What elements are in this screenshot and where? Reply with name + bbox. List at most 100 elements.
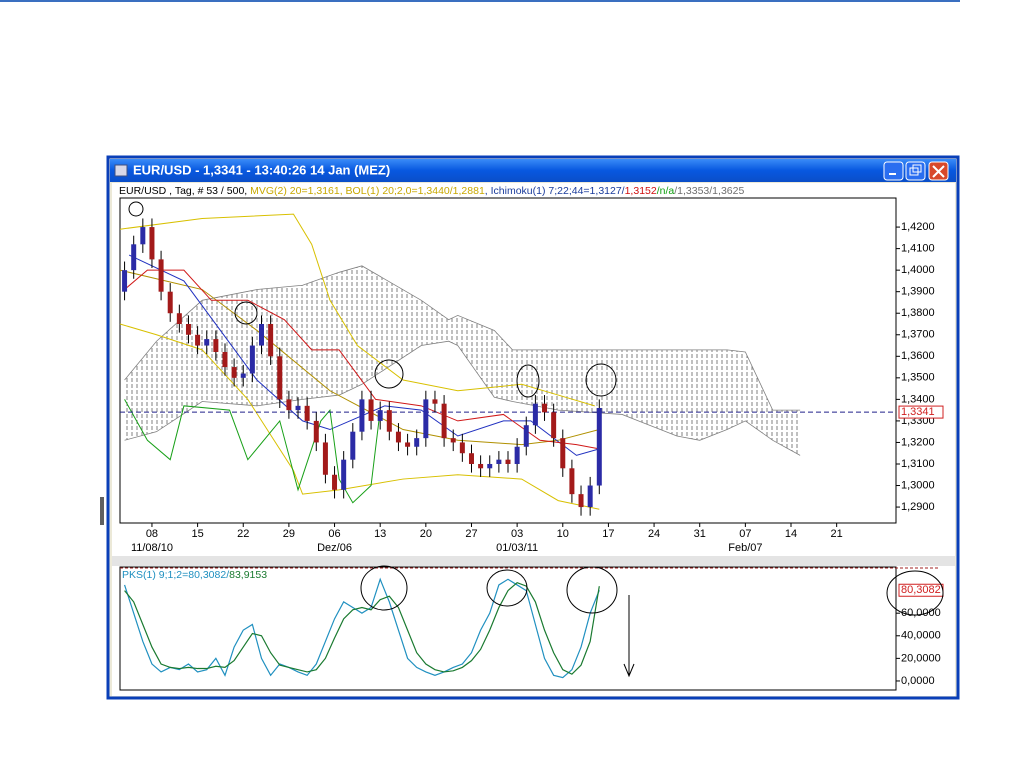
x-major-label: 11/08/10 — [131, 542, 173, 554]
y-tick-label: 1,4000 — [901, 264, 935, 276]
last-value-label: 80,3082 — [901, 584, 941, 596]
last-price-label: 1,3341 — [901, 406, 935, 418]
candle-body — [450, 438, 456, 443]
y-tick-label: 1,3600 — [901, 350, 935, 362]
header-part: 83,9153 — [229, 569, 267, 581]
y-tick-label: 40,0000 — [901, 630, 941, 642]
candle-body — [122, 270, 128, 292]
candle-body — [596, 407, 602, 486]
indicator-line — [119, 213, 595, 407]
candle-body — [523, 425, 529, 447]
candle-body — [140, 227, 146, 245]
oscillator-line — [123, 577, 600, 679]
candle-body — [478, 463, 484, 469]
header-part: , Ichimoku(1) 7;22;44=1,3127/ — [485, 185, 625, 197]
oscillator-header: PKS(1) 9;1;2=80,3082/83,9153 — [122, 569, 267, 581]
minimize-button[interactable] — [883, 161, 904, 181]
candle-body — [505, 459, 511, 464]
candle-body — [304, 405, 310, 421]
candle-body — [213, 339, 219, 352]
candle-body — [359, 399, 365, 432]
x-tick-label: 17 — [602, 528, 614, 540]
candle-body — [295, 405, 301, 411]
candle-body — [587, 485, 593, 508]
title-bar — [110, 159, 956, 182]
x-tick-label: 24 — [648, 528, 660, 540]
y-tick-label: 1,3400 — [901, 393, 935, 405]
restore-button[interactable] — [905, 161, 926, 181]
candle-body — [341, 459, 347, 490]
indicator-line — [119, 269, 600, 446]
x-tick-label: 22 — [237, 528, 249, 540]
side-mark — [100, 497, 104, 525]
candle-body — [569, 468, 575, 495]
candle-body — [259, 323, 265, 346]
x-tick-label: 13 — [374, 528, 386, 540]
y-tick-label: 1,2900 — [901, 501, 935, 513]
x-tick-label: 20 — [420, 528, 432, 540]
indicator-line — [124, 399, 381, 504]
y-tick-label: 1,4200 — [901, 221, 935, 233]
candle-body — [195, 334, 201, 346]
candle-body — [185, 323, 191, 335]
y-tick-label: 1,3200 — [901, 436, 935, 448]
y-tick-label: 1,3500 — [901, 372, 935, 384]
x-major-label: Feb/07 — [728, 542, 762, 554]
y-tick-label: 1,3000 — [901, 479, 935, 491]
candle-body — [551, 412, 557, 439]
y-tick-label: 0,0000 — [901, 675, 935, 687]
candle-body — [158, 259, 164, 292]
candle-body — [240, 373, 246, 378]
header-part: 1,3152 — [625, 185, 657, 197]
candle-body — [487, 463, 493, 469]
candle-body — [176, 313, 182, 324]
x-tick-label: 10 — [557, 528, 569, 540]
close-button[interactable] — [928, 161, 949, 181]
header-part: /1,3353/1,3625 — [674, 185, 744, 197]
annotations — [128, 201, 944, 678]
panel-separator — [112, 556, 955, 566]
x-tick-label: 07 — [739, 528, 751, 540]
ichimoku-cloud — [124, 265, 801, 456]
candle-body — [249, 345, 255, 374]
x-major-label: Dez/06 — [317, 542, 352, 554]
x-tick-label: 15 — [191, 528, 203, 540]
candle-body — [578, 494, 584, 508]
candle-body — [514, 446, 520, 464]
header-part: PKS(1) 9;1;2=80,3082/ — [122, 569, 229, 581]
candle-body — [405, 442, 411, 447]
window-title: EUR/USD - 1,3341 - 13:40:26 14 Jan (MEZ) — [133, 162, 390, 177]
candle-body — [423, 399, 429, 439]
candle-body — [322, 442, 328, 475]
candle-body — [386, 410, 392, 432]
candle-body — [149, 227, 155, 260]
x-tick-label: 27 — [465, 528, 477, 540]
candle-body — [532, 403, 538, 426]
candle-body — [560, 438, 566, 469]
candle-body — [395, 431, 401, 443]
candle-body — [377, 410, 383, 421]
candle-body — [313, 420, 319, 443]
header-part: /n/a — [657, 185, 675, 197]
y-tick-label: 1,3900 — [901, 286, 935, 298]
candle-body — [496, 459, 502, 464]
y-tick-label: 1,3800 — [901, 307, 935, 319]
header-part: EUR/USD , Tag, # 53 / 500, — [119, 185, 250, 197]
oscillator-line — [124, 581, 600, 675]
candle-body — [441, 403, 447, 439]
candle-body — [222, 351, 228, 368]
candle-body — [332, 474, 338, 490]
candle-body — [432, 399, 438, 404]
y-tick-label: 1,3100 — [901, 458, 935, 470]
candle-body — [368, 399, 374, 421]
oscillator-plot — [119, 566, 897, 691]
candle-body — [286, 399, 292, 411]
x-tick-label: 21 — [831, 528, 843, 540]
cloud-span-b — [124, 265, 801, 411]
y-tick-label: 1,4100 — [901, 243, 935, 255]
app-icon — [114, 164, 128, 177]
x-tick-label: 06 — [328, 528, 340, 540]
y-tick-label: 60,0000 — [901, 607, 941, 619]
y-tick-label: 20,0000 — [901, 652, 941, 664]
